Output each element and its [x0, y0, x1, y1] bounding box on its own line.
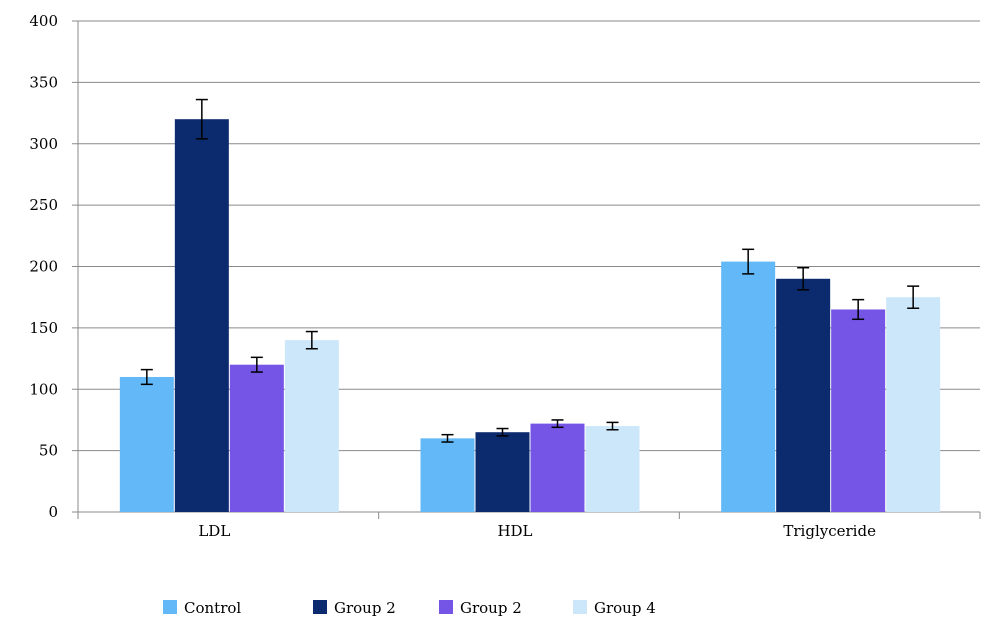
legend-swatch — [313, 600, 327, 614]
legend: Control Group 2 Group 2 Group 4 — [163, 599, 656, 617]
legend-label: Control — [184, 599, 241, 617]
legend-swatch — [573, 600, 587, 614]
y-tick-label: 350 — [29, 73, 58, 91]
bar-ldl-2 — [229, 364, 284, 512]
bar-triglyceride-1 — [776, 278, 831, 512]
y-tick-label: 250 — [29, 196, 58, 214]
legend-swatch — [439, 600, 453, 614]
bar-hdl-3 — [585, 426, 640, 512]
x-category-label: HDL — [497, 522, 532, 540]
y-tick-label: 200 — [29, 258, 58, 276]
axis-labels: 0 50 100 150 200 250 300 350 400 LDL HDL Triglyceri… — [29, 12, 876, 540]
y-tick-label: 50 — [39, 442, 58, 460]
bar-triglyceride-2 — [831, 309, 886, 512]
y-tick-label: 300 — [29, 135, 58, 153]
legend-label: Group 2 — [460, 599, 522, 617]
bars — [119, 119, 941, 512]
legend-label: Group 2 — [334, 599, 396, 617]
bar-hdl-0 — [420, 438, 475, 512]
y-tick-label: 150 — [29, 319, 58, 337]
x-category-label: Triglyceride — [783, 522, 876, 540]
bar-triglyceride-3 — [886, 297, 941, 512]
y-tick-label: 100 — [29, 380, 58, 398]
bar-triglyceride-0 — [721, 261, 776, 512]
x-category-label: LDL — [198, 522, 230, 540]
legend-label: Group 4 — [594, 599, 656, 617]
y-tick-label: 400 — [29, 12, 58, 30]
bar-hdl-1 — [475, 432, 530, 512]
bar-hdl-2 — [530, 423, 585, 512]
bar-ldl-0 — [119, 376, 174, 512]
bar-ldl-3 — [284, 340, 339, 512]
legend-swatch — [163, 600, 177, 614]
y-tick-label: 0 — [48, 503, 58, 521]
bar-ldl-1 — [174, 119, 229, 512]
error-bars — [140, 98, 920, 443]
